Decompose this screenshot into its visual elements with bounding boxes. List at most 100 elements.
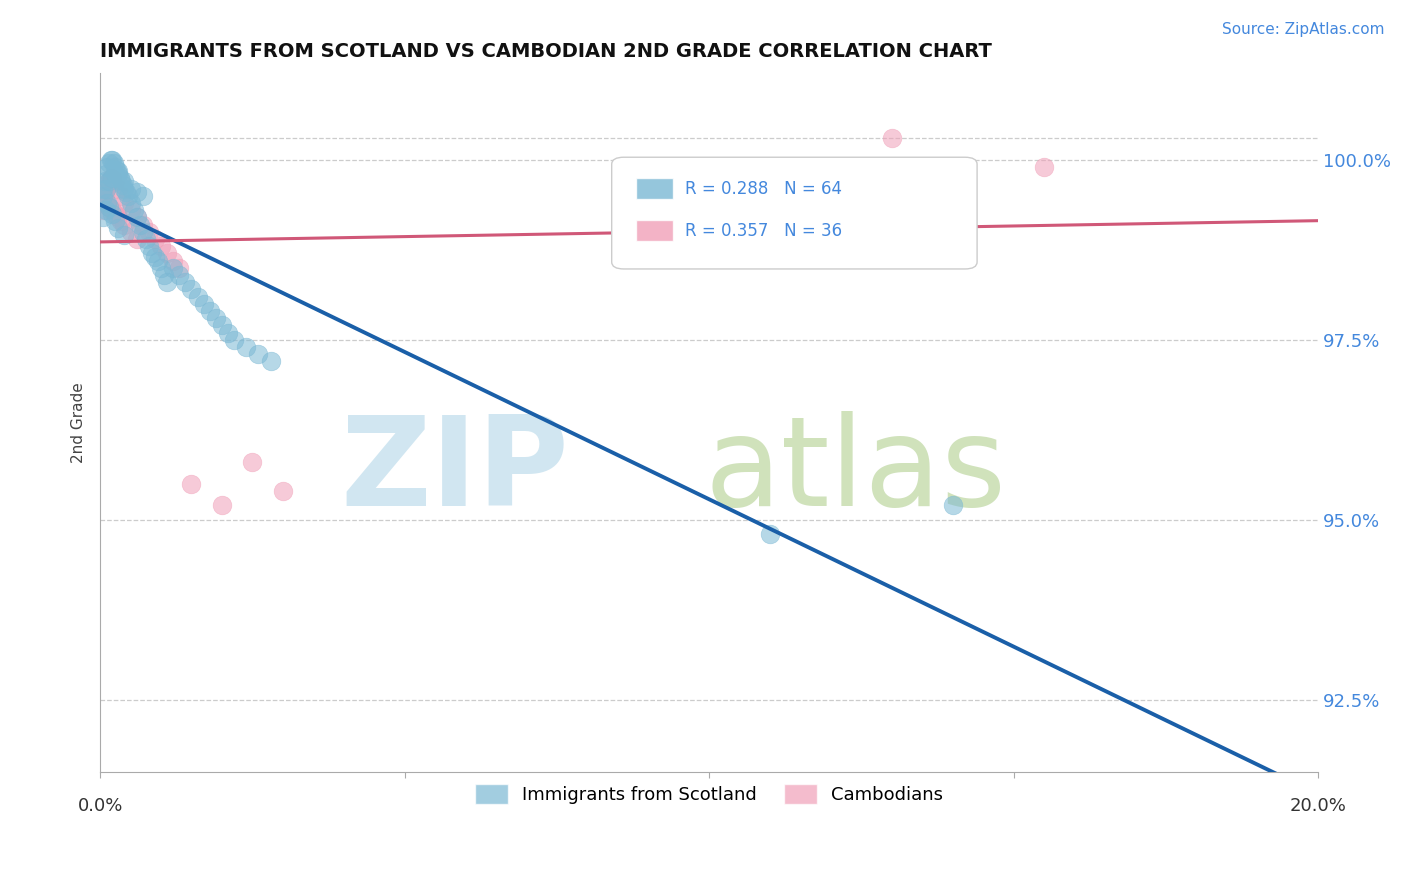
Point	[169, 260, 191, 275]
Point	[235, 340, 257, 354]
Point	[146, 253, 169, 268]
Point	[91, 189, 114, 203]
Text: 0.0%: 0.0%	[77, 797, 122, 815]
Point	[169, 268, 191, 282]
Point	[91, 196, 114, 211]
Point	[94, 174, 117, 188]
Point	[105, 163, 128, 178]
Point	[100, 170, 122, 185]
Point	[211, 499, 233, 513]
Point	[205, 311, 228, 326]
Point	[96, 167, 118, 181]
Point	[110, 189, 132, 203]
Point	[162, 260, 184, 275]
Point	[1033, 160, 1056, 174]
Point	[104, 160, 127, 174]
Legend: Immigrants from Scotland, Cambodians: Immigrants from Scotland, Cambodians	[468, 776, 950, 812]
Point	[259, 354, 281, 368]
Point	[942, 499, 965, 513]
Point	[108, 170, 131, 185]
Point	[217, 326, 239, 340]
Y-axis label: 2nd Grade: 2nd Grade	[72, 383, 86, 463]
Point	[98, 174, 121, 188]
Point	[98, 200, 121, 214]
Point	[96, 196, 118, 211]
Point	[91, 203, 114, 218]
Point	[114, 218, 136, 232]
Point	[120, 225, 142, 239]
Text: 20.0%: 20.0%	[1289, 797, 1347, 815]
Point	[153, 268, 176, 282]
Point	[107, 163, 129, 178]
FancyBboxPatch shape	[636, 220, 672, 241]
Point	[156, 246, 179, 260]
Point	[112, 178, 135, 192]
Point	[150, 239, 173, 253]
Point	[128, 218, 150, 232]
Point	[96, 203, 118, 218]
Point	[271, 483, 294, 498]
Text: atlas: atlas	[704, 411, 1007, 532]
Point	[120, 181, 142, 195]
Point	[107, 167, 129, 181]
Point	[98, 200, 121, 214]
Point	[114, 185, 136, 199]
Point	[180, 282, 202, 296]
Point	[107, 221, 129, 235]
Point	[114, 228, 136, 243]
Point	[114, 174, 136, 188]
Point	[101, 170, 124, 185]
Point	[94, 189, 117, 203]
Point	[156, 275, 179, 289]
Point	[107, 211, 129, 225]
Text: R = 0.288   N = 64: R = 0.288 N = 64	[685, 179, 842, 198]
Point	[117, 189, 139, 203]
Point	[98, 174, 121, 188]
FancyBboxPatch shape	[612, 157, 977, 269]
Point	[96, 181, 118, 195]
Point	[101, 170, 124, 185]
Point	[125, 232, 148, 246]
Point	[96, 160, 118, 174]
Text: Source: ZipAtlas.com: Source: ZipAtlas.com	[1222, 22, 1385, 37]
Point	[187, 290, 209, 304]
Point	[247, 347, 270, 361]
Point	[104, 167, 127, 181]
Point	[120, 203, 142, 218]
Point	[198, 304, 221, 318]
Point	[174, 275, 197, 289]
Point	[132, 218, 155, 232]
Point	[122, 203, 145, 218]
Point	[138, 225, 160, 239]
Point	[107, 181, 129, 195]
Point	[114, 196, 136, 211]
Point	[143, 250, 166, 264]
Point	[141, 246, 163, 260]
Point	[101, 203, 124, 218]
Point	[125, 211, 148, 225]
Point	[110, 214, 132, 228]
Point	[98, 156, 121, 170]
Point	[101, 207, 124, 221]
Point	[104, 174, 127, 188]
Point	[96, 178, 118, 192]
Text: R = 0.357   N = 36: R = 0.357 N = 36	[685, 221, 842, 240]
Text: IMMIGRANTS FROM SCOTLAND VS CAMBODIAN 2ND GRADE CORRELATION CHART: IMMIGRANTS FROM SCOTLAND VS CAMBODIAN 2N…	[100, 42, 993, 61]
Text: ZIP: ZIP	[340, 411, 569, 532]
Point	[180, 476, 202, 491]
Point	[96, 181, 118, 195]
FancyBboxPatch shape	[636, 178, 672, 199]
Point	[224, 333, 246, 347]
Point	[120, 196, 142, 211]
Point	[110, 174, 132, 188]
Point	[103, 156, 125, 170]
Point	[96, 196, 118, 211]
Point	[193, 297, 215, 311]
Point	[211, 318, 233, 333]
Point	[114, 181, 136, 195]
Point	[125, 211, 148, 225]
Point	[135, 232, 157, 246]
Point	[242, 455, 264, 469]
Point	[125, 185, 148, 199]
Point	[162, 253, 184, 268]
